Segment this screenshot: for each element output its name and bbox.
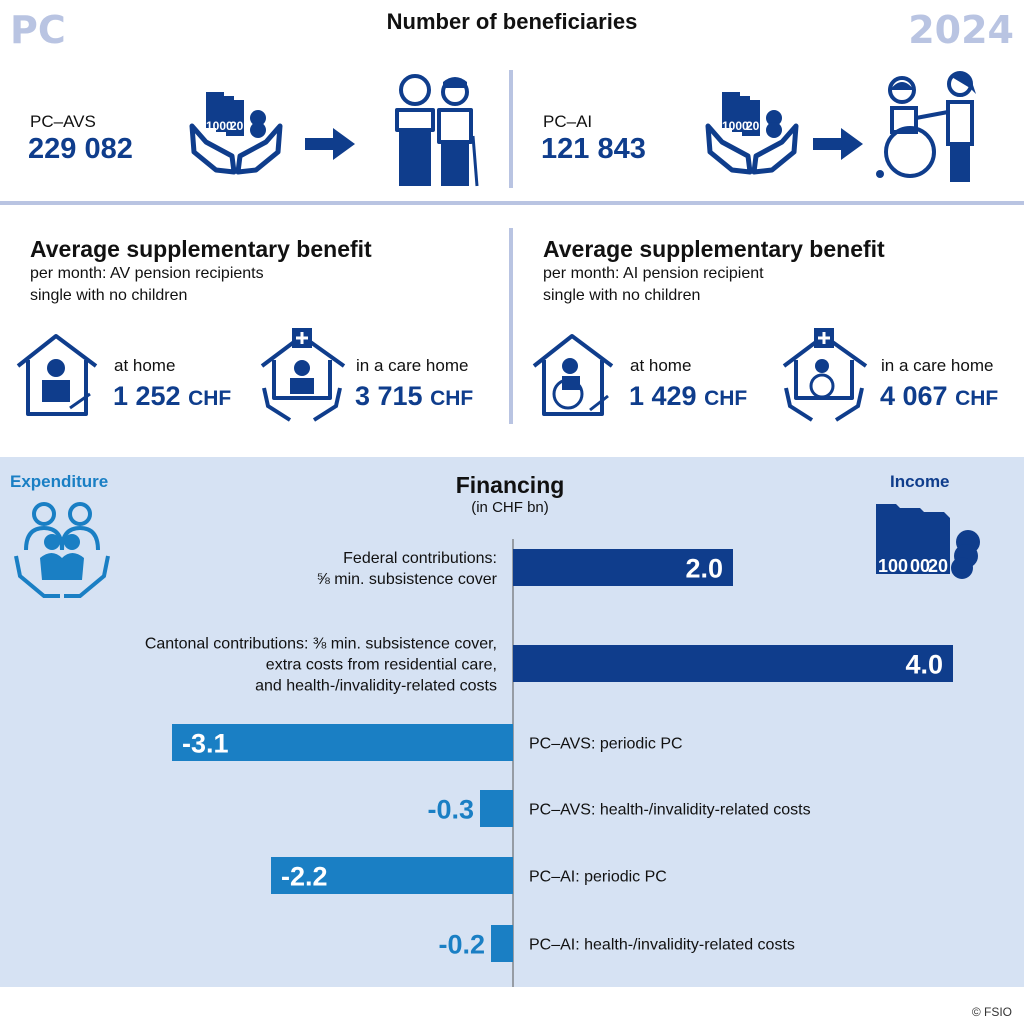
svg-text:20: 20 bbox=[928, 556, 948, 576]
category-label: PC–AVS: periodic PC bbox=[529, 736, 683, 753]
financing-title: Financing bbox=[455, 472, 565, 498]
avs-benefit-subtitle-1: per month: AV pension recipients bbox=[30, 265, 264, 282]
category-label: PC–AVS: health-/invalidity-related costs bbox=[529, 802, 811, 819]
avs-care-amount: 3 715 CHF bbox=[355, 381, 474, 411]
data-label: -2.2 bbox=[281, 862, 328, 892]
bar bbox=[480, 790, 513, 827]
svg-text:1000: 1000 bbox=[206, 119, 233, 133]
ai-care-label: in a care home bbox=[881, 356, 994, 375]
data-label: 2.0 bbox=[685, 554, 723, 584]
avs-home-amount: 1 252 CHF bbox=[113, 381, 232, 411]
money-hands-icon: 1000 20 bbox=[705, 92, 799, 175]
ai-beneficiary-count: 121 843 bbox=[541, 133, 646, 165]
ai-benefit-heading: Average supplementary benefit bbox=[543, 236, 885, 262]
arrow-right-icon bbox=[305, 128, 355, 160]
svg-text:20: 20 bbox=[230, 119, 244, 133]
money-icon: 100 00 20 bbox=[876, 504, 980, 579]
category-label: extra costs from residential care, bbox=[266, 657, 497, 674]
bar bbox=[513, 549, 733, 586]
svg-text:20: 20 bbox=[746, 119, 760, 133]
avs-home-label: at home bbox=[114, 356, 176, 375]
data-label: -3.1 bbox=[182, 729, 229, 759]
section-divider bbox=[0, 201, 1024, 205]
bar bbox=[513, 645, 953, 682]
year-label: 2024 bbox=[908, 8, 1014, 52]
financing-chart: 2.0 Federal contributions: ⅝ min. subsiste… bbox=[145, 539, 953, 987]
avs-program-label: PC–AVS bbox=[30, 112, 96, 131]
data-label: 4.0 bbox=[905, 650, 943, 680]
financing-unit: (in CHF bn) bbox=[471, 499, 549, 516]
svg-text:100: 100 bbox=[878, 556, 908, 576]
category-label: Cantonal contributions: ⅜ min. subsisten… bbox=[145, 636, 497, 653]
home-person-icon bbox=[16, 334, 98, 416]
program-tag: PC bbox=[10, 8, 66, 52]
copyright: © FSIO bbox=[971, 1005, 1012, 1019]
category-label: and health-/invalidity-related costs bbox=[255, 678, 497, 695]
income-label: Income bbox=[890, 472, 950, 491]
wheelchair-caregiver-icon bbox=[876, 71, 976, 182]
category-label: Federal contributions: bbox=[343, 550, 497, 567]
page-title: Number of beneficiaries bbox=[386, 9, 638, 34]
ai-program-label: PC–AI bbox=[543, 112, 593, 131]
care-home-icon bbox=[260, 328, 346, 422]
data-label: -0.2 bbox=[438, 930, 485, 960]
data-label: -0.3 bbox=[427, 795, 474, 825]
middle-divider bbox=[509, 228, 513, 424]
avs-care-label: in a care home bbox=[356, 356, 469, 375]
category-label: PC–AI: periodic PC bbox=[529, 869, 667, 886]
svg-text:00: 00 bbox=[910, 556, 930, 576]
family-hands-icon bbox=[14, 502, 110, 598]
arrow-right-icon bbox=[813, 128, 863, 160]
bar bbox=[271, 857, 513, 894]
bar bbox=[172, 724, 513, 761]
category-label: ⅝ min. subsistence cover bbox=[316, 571, 497, 588]
avs-beneficiary-count: 229 082 bbox=[28, 133, 133, 165]
care-home-wheelchair-icon bbox=[782, 328, 868, 422]
ai-home-amount: 1 429 CHF bbox=[629, 381, 748, 411]
financing-panel bbox=[0, 457, 1024, 987]
elderly-couple-icon bbox=[395, 74, 479, 187]
ai-benefit-subtitle-1: per month: AI pension recipient bbox=[543, 265, 764, 282]
ai-benefit-subtitle-2: single with no children bbox=[543, 287, 701, 304]
avs-benefit-heading: Average supplementary benefit bbox=[30, 236, 372, 262]
avs-benefit-subtitle-2: single with no children bbox=[30, 287, 188, 304]
svg-text:1000: 1000 bbox=[722, 119, 749, 133]
ai-home-label: at home bbox=[630, 356, 692, 375]
money-hands-icon: 1000 20 bbox=[189, 92, 283, 175]
ai-care-amount: 4 067 CHF bbox=[880, 381, 999, 411]
bar bbox=[491, 925, 513, 962]
category-label: PC–AI: health-/invalidity-related costs bbox=[529, 937, 795, 954]
expenditure-label: Expenditure bbox=[10, 472, 109, 491]
top-divider bbox=[509, 70, 513, 188]
home-wheelchair-icon bbox=[532, 334, 614, 416]
